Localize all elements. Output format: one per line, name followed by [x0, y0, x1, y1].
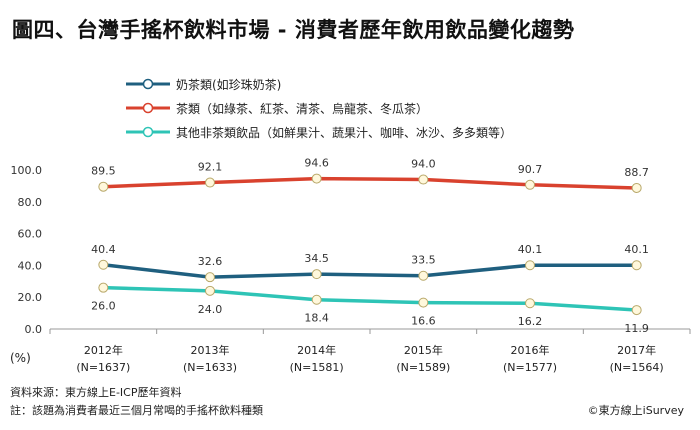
legend-item-milk-tea: 奶茶類(如珍珠奶茶): [126, 72, 512, 96]
data-point: [418, 174, 429, 185]
data-point: [311, 269, 322, 280]
y-tick-label: 0.0: [25, 323, 43, 336]
data-point: [98, 259, 109, 270]
legend-label-tea: 茶類（如綠茶、紅茶、清茶、烏龍茶、冬瓜茶）: [176, 101, 429, 116]
data-label: 24.0: [198, 303, 223, 316]
data-label: 18.4: [304, 312, 329, 325]
data-label: 92.1: [198, 161, 223, 174]
data-label: 89.5: [91, 165, 116, 178]
x-tick-label: 2013年: [191, 343, 230, 357]
series-line: [101, 285, 639, 312]
legend-swatch-milk-tea: [126, 78, 170, 90]
data-point: [631, 260, 642, 271]
data-label: 32.6: [198, 255, 223, 268]
y-tick-label: 40.0: [18, 259, 43, 272]
data-point: [418, 297, 429, 308]
x-tick-sample-label: (N=1577): [503, 361, 557, 374]
y-tick-label: 20.0: [18, 291, 43, 304]
data-label: 11.9: [624, 322, 649, 335]
series-line: [101, 263, 639, 279]
data-label: 40.4: [91, 243, 116, 256]
x-tick-label: 2014年: [297, 343, 336, 357]
survey-note: 註：該題為消費者最近三個月常喝的手搖杯飲料種類: [10, 404, 263, 417]
data-point: [631, 305, 642, 316]
y-tick-label: 80.0: [18, 196, 43, 209]
data-label: 26.0: [91, 300, 116, 313]
y-tick-label: 100.0: [11, 164, 43, 177]
legend-label-other: 其他非茶類飲品（如鮮果汁、蔬果汁、咖啡、冰沙、多多類等）: [176, 125, 513, 140]
chart-legend: 奶茶類(如珍珠奶茶) 茶類（如綠茶、紅茶、清茶、烏龍茶、冬瓜茶） 其他非茶類飲品…: [126, 72, 512, 144]
data-point: [525, 298, 535, 309]
x-tick-label: 2017年: [617, 343, 656, 357]
data-label: 90.7: [518, 163, 543, 176]
x-tick-sample-label: (N=1637): [76, 361, 130, 374]
data-label: 16.2: [518, 315, 543, 328]
data-label: 34.5: [304, 252, 329, 265]
data-point: [311, 294, 322, 305]
data-point: [631, 182, 642, 193]
data-point: [98, 282, 109, 293]
data-label: 40.1: [624, 243, 649, 256]
legend-swatch-other: [126, 126, 170, 138]
x-tick-sample-label: (N=1581): [290, 361, 344, 374]
chart-footer: 資料來源：東方線上E-ICP歷年資料 註：該題為消費者最近三個月常喝的手搖杯飲料…: [10, 384, 263, 420]
legend-label-milk-tea: 奶茶類(如珍珠奶茶): [176, 77, 282, 92]
data-label: 94.6: [304, 157, 329, 170]
source-note: 資料來源：東方線上E-ICP歷年資料: [10, 386, 182, 399]
y-axis-unit-label: (%): [10, 351, 31, 365]
data-label: 88.7: [624, 166, 649, 179]
data-label: 40.1: [518, 243, 543, 256]
data-label: 33.5: [411, 254, 436, 267]
data-point: [98, 181, 109, 192]
legend-item-other: 其他非茶類飲品（如鮮果汁、蔬果汁、咖啡、冰沙、多多類等）: [126, 120, 512, 144]
x-tick-sample-label: (N=1633): [183, 361, 237, 374]
x-tick-sample-label: (N=1564): [610, 361, 664, 374]
data-label: 94.0: [411, 158, 436, 171]
x-tick-sample-label: (N=1589): [396, 361, 450, 374]
y-tick-label: 60.0: [18, 228, 43, 241]
legend-item-tea: 茶類（如綠茶、紅茶、清茶、烏龍茶、冬瓜茶）: [126, 96, 512, 120]
x-tick-label: 2016年: [511, 343, 550, 357]
series-line: [101, 176, 639, 190]
data-point: [525, 179, 535, 190]
x-tick-label: 2015年: [404, 343, 443, 357]
data-point: [205, 285, 215, 296]
data-label: 16.6: [411, 315, 436, 328]
data-point: [418, 270, 429, 281]
x-tick-label: 2012年: [84, 343, 123, 357]
data-point: [205, 272, 215, 283]
legend-swatch-tea: [126, 102, 170, 114]
chart-title: 圖四、台灣手搖杯飲料市場 - 消費者歷年飲用飲品變化趨勢: [12, 18, 575, 42]
line-chart-plot: 0.0 20.0 40.0 60.0 80.0 100.0 (%) 2012年 (N=1637)…: [10, 157, 691, 374]
data-point: [205, 177, 215, 188]
data-point: [311, 173, 322, 184]
data-point: [525, 260, 535, 271]
copyright: ©東方線上iSurvey: [587, 404, 684, 417]
